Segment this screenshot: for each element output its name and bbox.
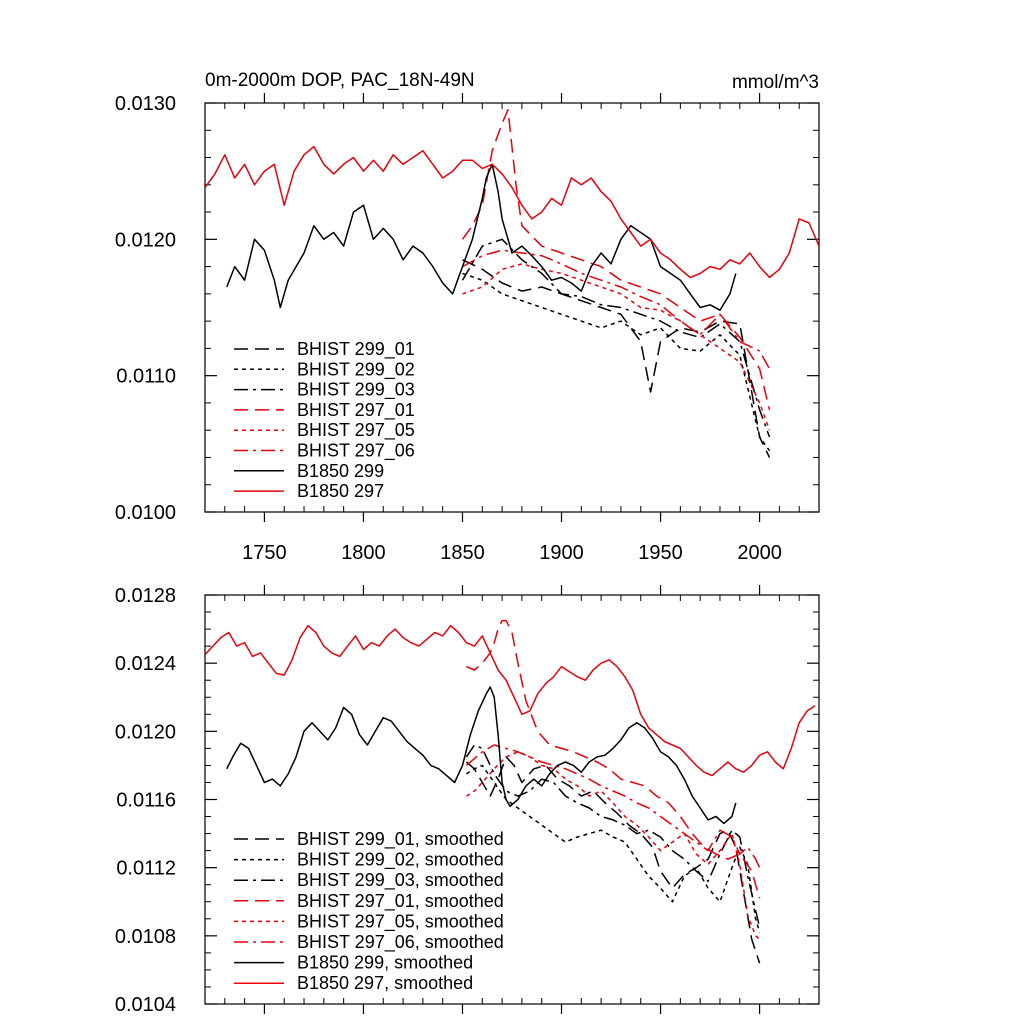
top-series-group	[205, 109, 819, 458]
legend-label: BHIST 299_02, smoothed	[297, 850, 504, 871]
top-x-tick-label: 2000	[737, 542, 782, 564]
legend-label: BHIST 299_02	[297, 359, 415, 380]
legend-label: BHIST 299_01, smoothed	[297, 829, 504, 850]
bottom-y-tick-label: 0.0116	[116, 790, 176, 812]
series-line-bhist-299-01	[462, 259, 771, 458]
legend-label: B1850 299	[297, 461, 384, 481]
top-panel-units: mmol/m^3	[732, 72, 819, 93]
series-line-bhist-299-03	[461, 238, 771, 438]
series-line-bhist-299-03-smoothed	[465, 744, 761, 928]
bottom-y-tick-label: 0.0104	[115, 994, 176, 1016]
series-line-bhist-297-06	[462, 249, 771, 370]
bottom-y-tick-label: 0.0108	[115, 926, 176, 948]
top-plot-frame	[204, 102, 820, 513]
series-line-bhist-297-05-smoothed	[465, 751, 761, 940]
bottom-y-tick-label: 0.0120	[115, 721, 176, 743]
top-y-tick-label: 0.0100	[115, 502, 176, 524]
legend-label: BHIST 299_03	[297, 380, 415, 401]
series-line-b1850-299-smoothed	[226, 686, 737, 825]
legend-label: B1850 297, smoothed	[297, 973, 473, 993]
legend-label: B1850 299, smoothed	[297, 953, 473, 973]
top-y-tick-label: 0.0110	[116, 366, 176, 388]
legend-label: BHIST 299_03, smoothed	[297, 870, 504, 891]
top-y-tick-label: 0.0130	[115, 93, 176, 115]
bottom-y-tick-label: 0.0112	[116, 858, 176, 880]
legend-label: BHIST 297_01	[297, 400, 415, 421]
series-line-bhist-299-01-smoothed	[465, 756, 761, 964]
top-y-tick-label: 0.0120	[115, 229, 176, 251]
legend-label: BHIST 299_01	[297, 339, 415, 360]
series-line-b1850-297	[205, 145, 819, 279]
series-line-bhist-299-02	[462, 272, 771, 452]
top-panel-title: 0m-2000m DOP, PAC_18N-49N	[205, 70, 475, 91]
legend-label: B1850 297	[297, 481, 384, 501]
top-x-tick-label: 1750	[242, 542, 287, 564]
series-line-bhist-297-06-smoothed	[465, 744, 761, 869]
top-x-tick-label: 1900	[539, 542, 584, 564]
bottom-panel: 0.0104 0.0108 0.0112 0.0116 0.0120 0.0124 0.01…	[115, 585, 820, 1016]
legend-label: BHIST 297_06, smoothed	[297, 932, 504, 953]
series-line-bhist-297-01	[461, 109, 771, 410]
legend-label: BHIST 297_01, smoothed	[297, 891, 504, 912]
series-line-bhist-297-01-smoothed	[466, 619, 761, 899]
legend-label: BHIST 297_06	[297, 441, 415, 462]
top-x-tick-label: 1800	[341, 542, 386, 564]
bottom-y-tick-label: 0.0128	[115, 585, 176, 607]
top-panel: 0m-2000m DOP, PAC_18N-49N mmol/m^3 1750 1…	[115, 70, 820, 564]
legend-label: BHIST 297_05	[297, 420, 415, 441]
top-x-tick-label: 1850	[440, 542, 485, 564]
top-x-tick-label: 1950	[638, 542, 683, 564]
bottom-y-tick-label: 0.0124	[115, 653, 176, 675]
series-line-b1850-297-smoothed	[205, 624, 816, 777]
series-line-b1850-299	[226, 163, 737, 311]
bottom-series-group	[205, 619, 816, 964]
legend-label: BHIST 297_05, smoothed	[297, 911, 504, 932]
series-line-bhist-297-05	[462, 263, 771, 431]
